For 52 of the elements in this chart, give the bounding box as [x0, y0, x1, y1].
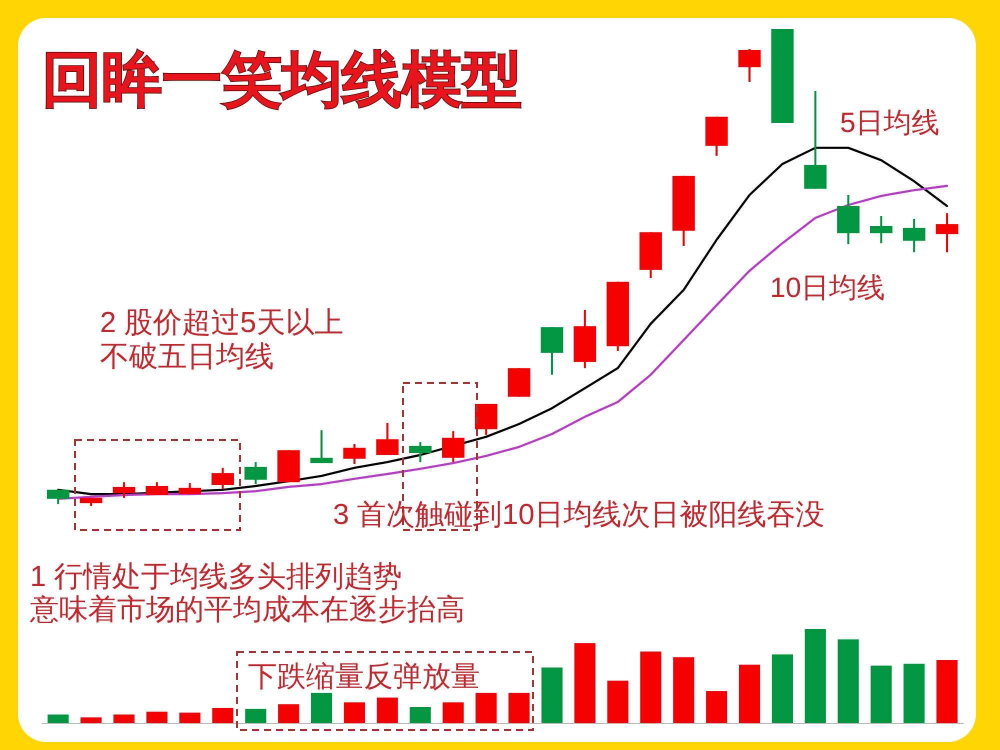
bar	[607, 680, 628, 723]
bar	[706, 691, 728, 723]
bar	[245, 708, 266, 723]
annotation: 2 股价超过5天以上	[100, 307, 344, 339]
candlestick	[804, 90, 827, 190]
text: 意味着市场的平均成本在逐步抬高	[29, 594, 465, 626]
bar	[278, 704, 300, 723]
bar	[476, 692, 497, 723]
bar	[673, 657, 694, 723]
candlestick	[376, 422, 399, 456]
candlestick	[310, 429, 333, 464]
candlestick	[146, 481, 168, 496]
candlestick	[442, 430, 464, 464]
bar	[804, 629, 826, 723]
candlestick	[870, 214, 892, 244]
bar	[508, 692, 530, 723]
candlestick	[212, 466, 234, 490]
annotation: 下跌缩量反弹放量	[248, 661, 480, 693]
bar	[179, 712, 200, 723]
annotation: 不破五日均线	[100, 341, 274, 373]
bar	[574, 643, 596, 723]
bar	[80, 717, 102, 723]
bar	[870, 666, 892, 723]
text: 1 行情处于均线多头排列趋势	[30, 561, 402, 593]
bar	[904, 664, 925, 723]
bar	[838, 639, 859, 723]
bar	[936, 660, 958, 723]
candlestick	[46, 488, 70, 506]
bar	[212, 708, 234, 723]
bar	[113, 714, 135, 723]
annotation: 3 首次触碰到10日均线次日被阳线吞没	[333, 499, 824, 531]
bar	[146, 712, 168, 723]
bar	[640, 652, 662, 723]
bar	[310, 692, 332, 723]
bar	[376, 698, 398, 723]
bar	[344, 702, 365, 723]
candlestick	[902, 218, 926, 254]
candlestick	[409, 441, 432, 464]
bar	[738, 664, 760, 723]
candlestick	[936, 212, 958, 254]
bar	[48, 714, 69, 723]
bar	[772, 654, 793, 723]
series-label: 10日均线	[770, 272, 886, 303]
candlestick	[244, 461, 267, 486]
chart-title: 回眸一笑均线模型	[42, 46, 522, 113]
bar	[410, 707, 431, 723]
bar	[442, 702, 464, 723]
bar	[541, 668, 563, 723]
candlestick	[343, 442, 366, 466]
candlestick	[738, 48, 761, 83]
series-label: 5日均线	[840, 107, 940, 138]
candlestick	[112, 481, 136, 499]
